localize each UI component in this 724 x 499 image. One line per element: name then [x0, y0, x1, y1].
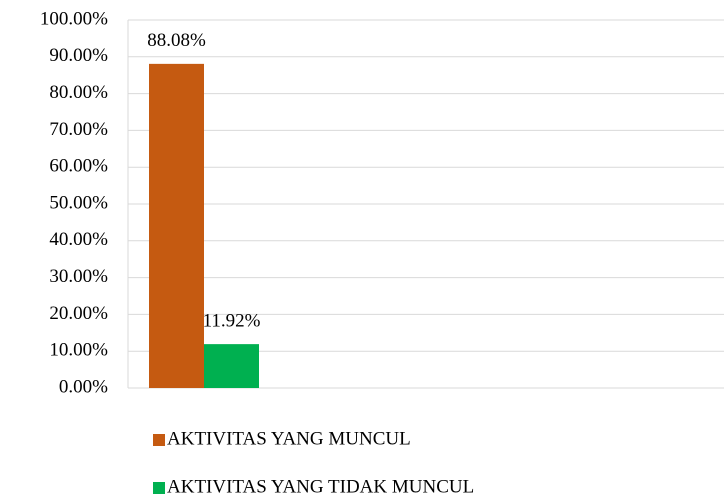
y-tick-label: 80.00% [49, 82, 108, 103]
y-tick-label: 60.00% [49, 156, 108, 177]
legend-label: AKTIVITAS YANG TIDAK MUNCUL [167, 476, 474, 497]
y-tick-label: 50.00% [49, 192, 108, 213]
y-tick-label: 20.00% [49, 303, 108, 324]
data-label: 88.08% [147, 30, 206, 51]
bar [204, 344, 259, 388]
legend-swatch [153, 434, 165, 446]
data-label: 11.92% [203, 310, 261, 331]
y-tick-label: 90.00% [49, 45, 108, 66]
bar [149, 63, 204, 388]
y-tick-label: 10.00% [49, 340, 108, 361]
y-tick-label: 70.00% [49, 119, 108, 140]
y-tick-label: 0.00% [59, 376, 108, 397]
legend-label: AKTIVITAS YANG MUNCUL [167, 428, 411, 449]
legend-swatch [153, 482, 165, 494]
y-tick-label: 40.00% [49, 229, 108, 250]
y-tick-label: 30.00% [49, 266, 108, 287]
y-tick-label: 100.00% [40, 8, 108, 29]
